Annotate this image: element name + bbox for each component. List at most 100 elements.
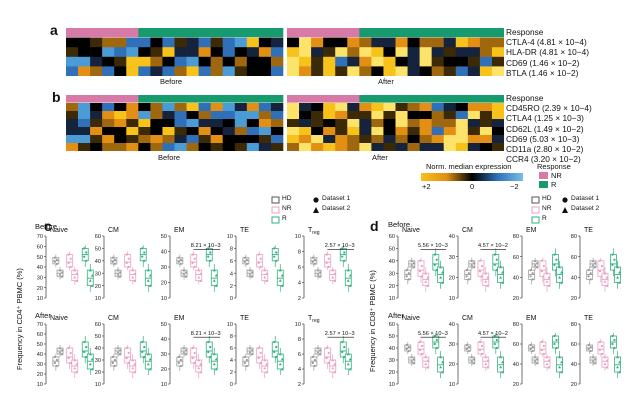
tick-label: 0 [230, 296, 233, 302]
data-point [191, 346, 194, 350]
data-point [343, 345, 346, 349]
data-point [486, 284, 490, 287]
heatmap-cell [138, 103, 151, 112]
data-point [540, 259, 544, 262]
data-point [441, 360, 445, 364]
heatmap-cell [198, 135, 211, 144]
heatmap-cell [246, 127, 260, 136]
heatmap-cell [78, 66, 91, 76]
data-point [197, 275, 201, 279]
data-point [611, 334, 614, 338]
data-point [600, 344, 604, 348]
data-point [547, 359, 551, 362]
tick-label: 20 [449, 276, 455, 282]
heatmap-row-label: CTLA4 (1.25 × 10−3) [506, 113, 584, 124]
heatmap-cell [114, 135, 127, 144]
heatmap-cell [395, 66, 408, 76]
heatmap-cell [258, 103, 272, 112]
data-point [405, 347, 408, 351]
legend-dataset1-symbol [562, 197, 568, 203]
data-point [618, 270, 622, 274]
data-point [88, 279, 92, 282]
heatmap-cell [323, 143, 336, 151]
data-point [179, 262, 182, 265]
data-point [111, 260, 114, 263]
panel-c-before-label: Before [35, 222, 58, 231]
data-point [493, 263, 496, 267]
heatmap-cell [102, 37, 115, 48]
heatmap-cell [126, 127, 139, 136]
heatmap-cell [335, 143, 348, 151]
data-point [318, 270, 322, 274]
heatmap-cell [359, 37, 372, 48]
data-point [313, 364, 316, 368]
data-point [69, 361, 72, 365]
heatmap-cell [222, 103, 236, 112]
heatmap-cell [114, 56, 127, 67]
heatmap-cell [210, 103, 224, 112]
data-point [465, 269, 468, 272]
data-point [424, 362, 428, 366]
heatmap-cell [383, 135, 396, 144]
data-point [558, 365, 562, 369]
heatmap-cell [467, 56, 481, 67]
data-point [616, 365, 620, 369]
data-point [484, 355, 488, 359]
data-point [529, 275, 532, 278]
heatmap-cell [443, 111, 457, 120]
heatmap-cell [347, 143, 360, 151]
data-point [143, 259, 146, 262]
data-point [116, 272, 120, 276]
heatmap-cell [383, 143, 396, 151]
heatmap-cell [270, 135, 284, 144]
heatmap-row-label: HLA-DR (4.81 × 10−4) [506, 47, 590, 58]
heatmap-cell [78, 103, 91, 112]
p-value-label: 8.21 × 10−3 [191, 243, 221, 249]
heatmap-cell [246, 135, 260, 144]
data-point [405, 343, 408, 347]
heatmap-cell [210, 47, 224, 58]
data-point [603, 280, 607, 283]
data-point [478, 270, 482, 273]
data-point [420, 352, 424, 356]
legend-label: Dataset 2 [571, 205, 600, 212]
box [477, 341, 485, 355]
subplot-title: EM [526, 227, 537, 234]
data-point [58, 272, 62, 276]
subplot-title: Treg [308, 315, 320, 324]
response-cell [455, 28, 469, 38]
heatmap-cell [467, 37, 481, 48]
box [324, 254, 332, 268]
heatmap-cell [258, 111, 272, 120]
heatmap-cell [66, 56, 79, 67]
heatmap-cell [479, 135, 493, 144]
data-point [265, 370, 269, 374]
data-point [146, 268, 150, 272]
data-point [55, 364, 58, 368]
data-point [418, 340, 422, 344]
heatmap-cell [66, 66, 79, 76]
legend-dataset2-symbol [562, 207, 568, 213]
data-point [193, 351, 196, 355]
heatmap-cell [162, 56, 175, 67]
box [601, 356, 609, 368]
data-point [263, 275, 267, 279]
data-point [69, 351, 72, 355]
data-point [257, 253, 260, 256]
heatmap-cell [222, 119, 236, 128]
data-point [245, 358, 248, 362]
legend-label: Dataset 1 [571, 195, 600, 202]
response-cell [162, 95, 175, 103]
heatmap-cell [299, 127, 312, 136]
tick-label: 10 [161, 382, 167, 388]
tick-label: 30 [389, 358, 395, 364]
legend-d: HD NR R Dataset 1 Dataset 2 [531, 195, 639, 235]
data-point [125, 346, 128, 350]
box [543, 356, 551, 368]
heatmap-cell [210, 127, 224, 136]
heatmap-cell [198, 143, 211, 151]
data-point [88, 352, 92, 356]
heatmap-cell [335, 103, 348, 112]
heatmap-cell [419, 47, 432, 58]
heatmap-cell [258, 135, 272, 144]
